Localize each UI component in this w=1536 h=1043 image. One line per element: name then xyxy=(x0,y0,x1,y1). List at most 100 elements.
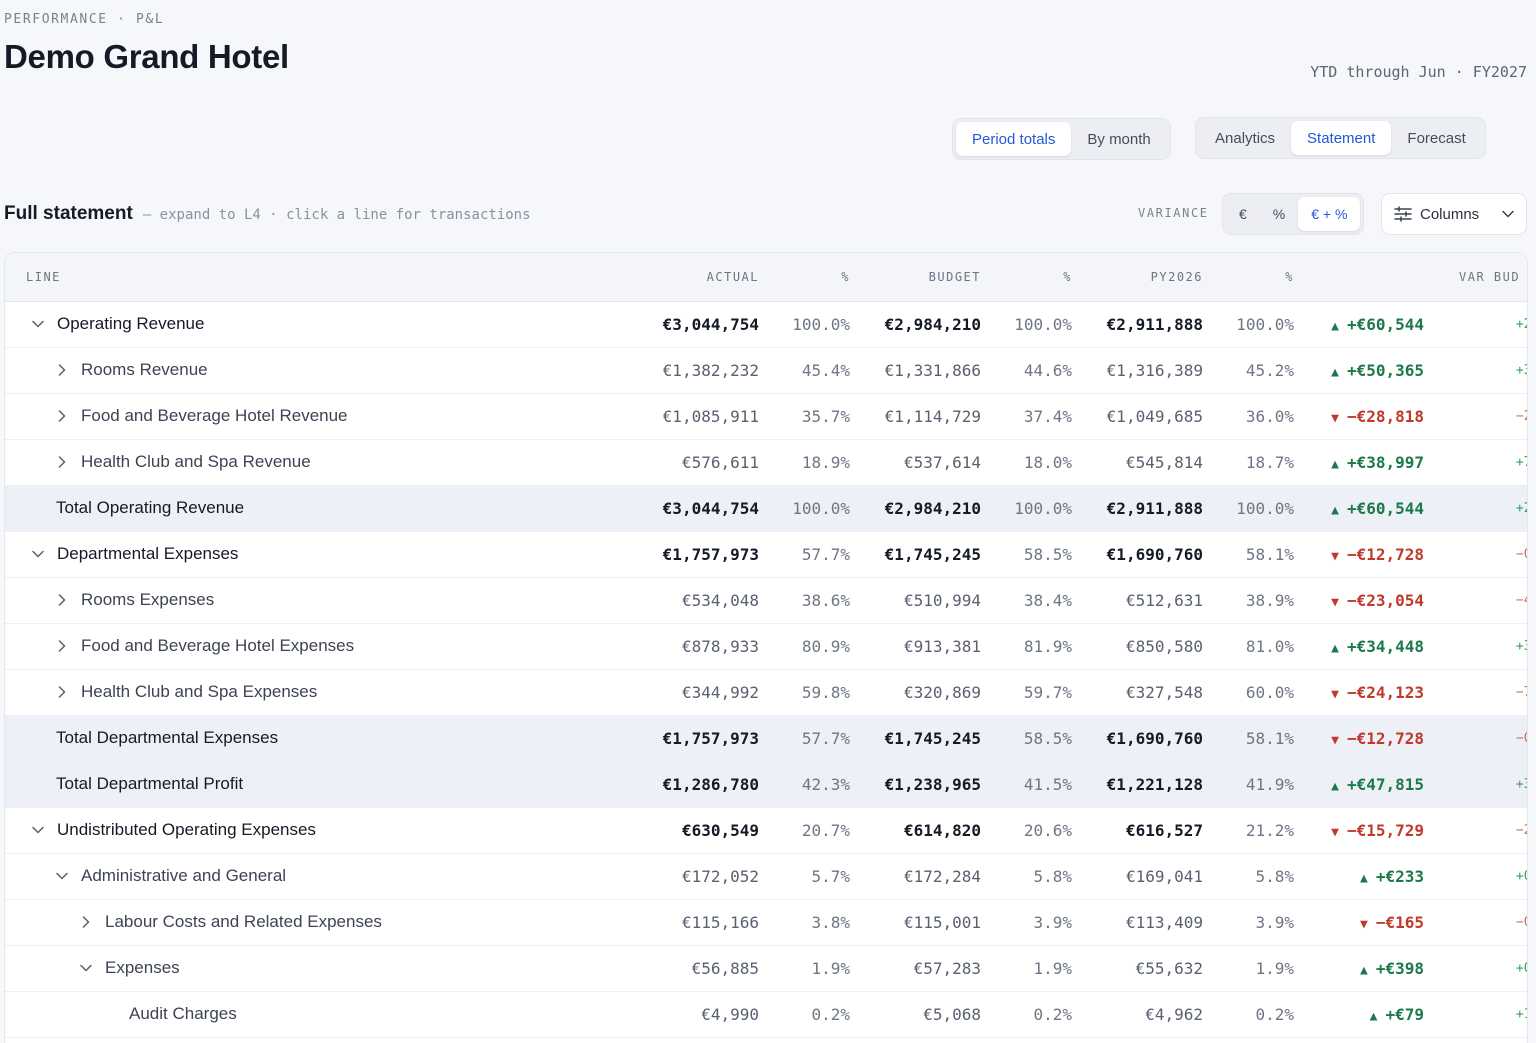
py-cell: €850,580 xyxy=(1072,623,1203,670)
table-row[interactable]: Rooms Expenses €534,048 38.6% €510,994 38.4%… xyxy=(5,577,1527,624)
variance-pct-cell: −0.7% xyxy=(1424,531,1527,578)
actual-cell: €3,044,754 xyxy=(659,301,759,348)
line-label: Operating Revenue xyxy=(57,314,205,333)
statement-table: LINE ACTUAL % BUDGET % PY2026 % VAR BUD … xyxy=(4,252,1528,1043)
column-header-line[interactable]: LINE xyxy=(5,253,659,302)
py-cell: €512,631 xyxy=(1072,577,1203,624)
chevron-right-icon[interactable] xyxy=(54,638,70,654)
py-cell: €1,690,760 xyxy=(1072,715,1203,762)
column-header-actual[interactable]: ACTUAL xyxy=(659,253,759,302)
column-header-py[interactable]: PY2026 xyxy=(1072,253,1203,302)
variance-euro-percent-option[interactable]: € + % xyxy=(1298,197,1361,231)
triangle-down-icon: ▼ xyxy=(1331,410,1339,426)
table-row[interactable] xyxy=(5,1037,1527,1043)
variance-value: −€12,728 xyxy=(1346,544,1424,564)
py-pct-cell: 36.0% xyxy=(1203,393,1294,440)
chevron-right-icon[interactable] xyxy=(54,408,70,424)
tab-forecast[interactable]: Forecast xyxy=(1407,129,1466,147)
variance-cell: ▲ +€79 xyxy=(1294,991,1424,1038)
chevron-down-icon[interactable] xyxy=(30,822,46,838)
column-header-budget-pct[interactable]: % xyxy=(981,253,1072,302)
table-row[interactable]: Departmental Expenses €1,757,973 57.7% €1,7… xyxy=(5,531,1527,578)
line-label-cell: Administrative and General xyxy=(5,853,659,900)
py-pct-cell: 38.9% xyxy=(1203,577,1294,624)
table-row[interactable]: Administrative and General €172,052 5.7% €1… xyxy=(5,853,1527,900)
columns-button[interactable]: Columns xyxy=(1381,193,1527,235)
table-row[interactable]: Food and Beverage Hotel Expenses €878,933… xyxy=(5,623,1527,670)
column-header-actual-pct[interactable]: % xyxy=(759,253,850,302)
triangle-down-icon: ▼ xyxy=(1331,594,1339,610)
table-row[interactable]: Total Operating Revenue €3,044,754 100.0% €… xyxy=(5,485,1527,532)
tab-analytics[interactable]: Analytics xyxy=(1215,129,1276,147)
chevron-right-icon[interactable] xyxy=(54,454,70,470)
variance-percent-option[interactable]: % xyxy=(1272,206,1286,222)
column-header-variance[interactable]: VAR BUD €/% xyxy=(1294,253,1527,302)
chevron-right-icon[interactable] xyxy=(54,684,70,700)
variance-value: +€38,997 xyxy=(1346,452,1424,472)
budget-cell: €1,745,245 xyxy=(850,531,981,578)
actual-cell: €1,382,232 xyxy=(659,347,759,394)
actual-pct-cell: 59.8% xyxy=(759,669,850,716)
table-row[interactable]: Rooms Revenue €1,382,232 45.4% €1,331,866 44… xyxy=(5,347,1527,394)
table-row[interactable]: Food and Beverage Hotel Revenue €1,085,91… xyxy=(5,393,1527,440)
table-row[interactable]: Health Club and Spa Revenue €576,611 18.9%… xyxy=(5,439,1527,486)
table-row[interactable]: Expenses €56,885 1.9% €57,283 1.9% €55,632 1.9… xyxy=(5,945,1527,992)
by-month-toggle[interactable]: By month xyxy=(1087,130,1151,148)
actual-cell: €534,048 xyxy=(659,577,759,624)
table-body: Operating Revenue €3,044,754 100.0% €2,984,… xyxy=(5,301,1527,1043)
line-label: Health Club and Spa Revenue xyxy=(81,452,311,471)
variance-euro-option[interactable]: € xyxy=(1239,206,1247,222)
line-label: Total Operating Revenue xyxy=(56,498,245,517)
actual-cell: €878,933 xyxy=(659,623,759,670)
chevron-down-icon[interactable] xyxy=(78,960,94,976)
column-header-budget[interactable]: BUDGET xyxy=(850,253,981,302)
chevron-down-icon[interactable] xyxy=(30,316,46,332)
budget-pct-cell: 18.0% xyxy=(981,439,1072,486)
page-title: Demo Grand Hotel xyxy=(4,38,289,75)
table-row[interactable]: Audit Charges €4,990 0.2% €5,068 0.2% €4,962 0… xyxy=(5,991,1527,1038)
chevron-right-icon[interactable] xyxy=(54,592,70,608)
py-pct-cell: 0.2% xyxy=(1203,991,1294,1038)
py-cell: €2,911,888 xyxy=(1072,301,1203,348)
line-label-cell: Health Club and Spa Expenses xyxy=(5,669,659,716)
table-header-row: LINE ACTUAL % BUDGET % PY2026 % VAR BUD … xyxy=(5,253,1527,302)
budget-cell: €172,284 xyxy=(850,853,981,900)
actual-pct-cell: 42.3% xyxy=(759,761,850,808)
chevron-right-icon[interactable] xyxy=(78,914,94,930)
line-label: Total Departmental Expenses xyxy=(56,728,279,747)
table-row[interactable]: Operating Revenue €3,044,754 100.0% €2,984,… xyxy=(5,301,1527,348)
period-label: YTD through Jun · FY2027 xyxy=(1310,63,1527,81)
actual-pct-cell: 18.9% xyxy=(759,439,850,486)
table-row[interactable]: Health Club and Spa Expenses €344,992 59.8… xyxy=(5,669,1527,716)
column-header-py-pct[interactable]: % xyxy=(1203,253,1294,302)
period-totals-toggle[interactable]: Period totals xyxy=(956,122,1072,156)
variance-cell: ▲ +€47,815 xyxy=(1294,761,1424,808)
chevron-right-icon[interactable] xyxy=(54,362,70,378)
actual-cell: €1,757,973 xyxy=(659,531,759,578)
variance-value: +€398 xyxy=(1375,958,1424,978)
actual-pct-cell: 100.0% xyxy=(759,301,850,348)
triangle-down-icon: ▼ xyxy=(1360,916,1368,932)
chevron-down-icon[interactable] xyxy=(30,546,46,562)
budget-pct-cell: 58.5% xyxy=(981,715,1072,762)
tab-statement[interactable]: Statement xyxy=(1291,121,1392,155)
table-row[interactable]: Labour Costs and Related Expenses €115,16… xyxy=(5,899,1527,946)
chevron-down-icon[interactable] xyxy=(54,868,70,884)
budget-pct-cell: 100.0% xyxy=(981,485,1072,532)
actual-cell: €172,052 xyxy=(659,853,759,900)
py-cell: €1,221,128 xyxy=(1072,761,1203,808)
table-row[interactable]: Total Departmental Profit €1,286,780 42.3%… xyxy=(5,761,1527,808)
py-pct-cell: 58.1% xyxy=(1203,531,1294,578)
table-row[interactable]: Undistributed Operating Expenses €630,549… xyxy=(5,807,1527,854)
py-cell: €113,409 xyxy=(1072,899,1203,946)
line-label-cell: Total Operating Revenue xyxy=(5,485,659,532)
budget-pct-cell: 41.5% xyxy=(981,761,1072,808)
py-cell: €1,316,389 xyxy=(1072,347,1203,394)
budget-cell: €1,114,729 xyxy=(850,393,981,440)
variance-cell: ▼ −€24,123 xyxy=(1294,669,1424,716)
budget-cell: €115,001 xyxy=(850,899,981,946)
py-cell: €4,962 xyxy=(1072,991,1203,1038)
line-label: Undistributed Operating Expenses xyxy=(57,820,316,839)
py-cell: €1,049,685 xyxy=(1072,393,1203,440)
table-row[interactable]: Total Departmental Expenses €1,757,973 57.… xyxy=(5,715,1527,762)
